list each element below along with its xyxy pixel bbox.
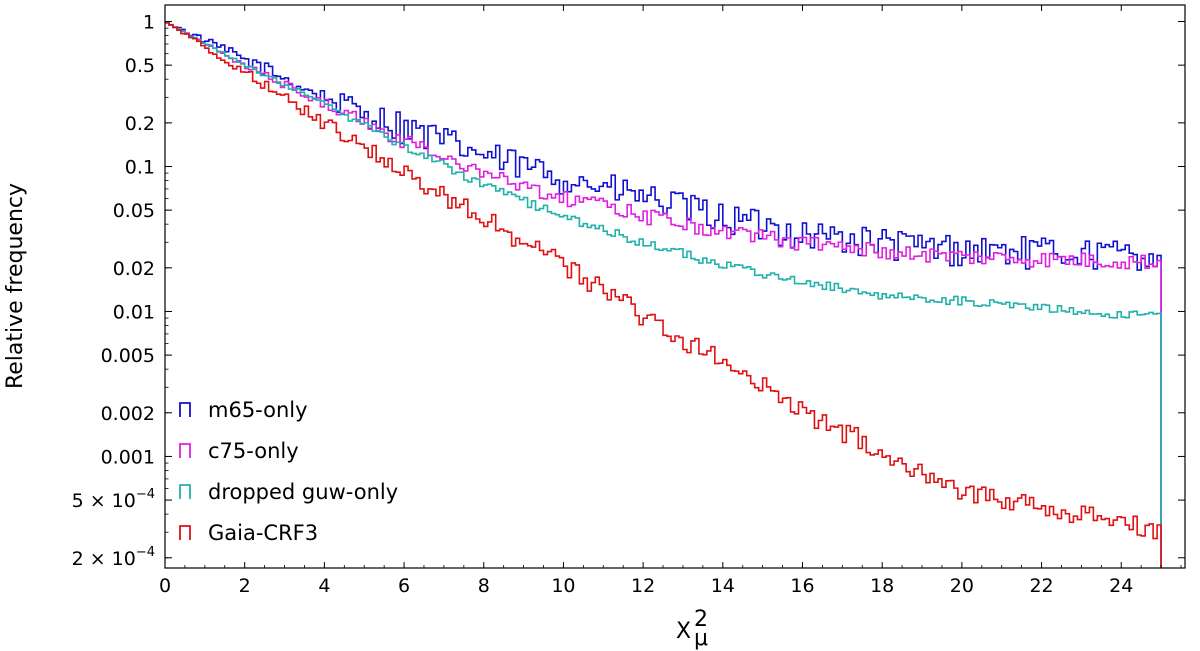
x-tick-label: 16 <box>790 575 814 597</box>
y-tick-label: 2 × 10−4 <box>72 545 155 570</box>
y-tick-label: 1 <box>143 12 155 34</box>
x-tick-label: 20 <box>950 575 974 597</box>
x-tick-label: 14 <box>711 575 735 597</box>
x-tick-label: 10 <box>551 575 575 597</box>
series-gaia-crf3 <box>165 22 1162 568</box>
x-tick-label: 6 <box>398 575 410 597</box>
y-tick-label: 0.2 <box>125 113 155 135</box>
y-tick-label: 0.01 <box>113 301 155 323</box>
y-axis: 1 0.5 0.2 0.1 0.05 0.02 0.01 0.005 0.002 0.001 5 ×… <box>72 12 1185 570</box>
y-tick-label-exp: −4 <box>136 487 155 502</box>
x-tick-label: 18 <box>870 575 894 597</box>
x-tick-label: 4 <box>318 575 330 597</box>
y-tick-label: 0.001 <box>101 446 155 468</box>
x-tick-label: 0 <box>159 575 171 597</box>
x-axis: 0 2 4 6 8 10 12 14 16 18 20 22 24 <box>159 5 1182 597</box>
legend-label: dropped guw-only <box>208 480 398 504</box>
legend-swatch <box>179 443 191 458</box>
plot-frame <box>164 4 1186 569</box>
y-tick-label: 0.05 <box>113 200 155 222</box>
y-tick-label-base: 2 × 10 <box>72 548 136 570</box>
legend: m65-only c75-only dropped guw-only Gaia-CRF… <box>179 398 398 545</box>
legend-label: Gaia-CRF3 <box>208 521 318 545</box>
y-tick-label: 5 × 10−4 <box>72 487 155 512</box>
legend-label: c75-only <box>208 439 299 463</box>
plot-area <box>165 5 1185 568</box>
y-tick-label: 0.5 <box>125 55 155 77</box>
series-dropped-guw-only <box>165 21 1162 568</box>
x-axis-label-sub: μ <box>694 626 708 651</box>
series-c75-only <box>165 21 1162 568</box>
y-tick-label: 0.02 <box>113 258 155 280</box>
series-layer <box>165 21 1162 568</box>
y-tick-label-base: 5 × 10 <box>72 490 136 512</box>
y-tick-label: 0.005 <box>101 345 155 367</box>
x-axis-label: X 2 μ <box>676 607 708 651</box>
x-tick-label: 22 <box>1029 575 1053 597</box>
y-axis-label: Relative frequency <box>3 183 28 389</box>
legend-swatch <box>179 525 191 540</box>
x-tick-label: 12 <box>631 575 655 597</box>
legend-label: m65-only <box>208 398 308 422</box>
x-axis-label-sup: 2 <box>694 607 708 632</box>
legend-swatch <box>179 484 191 499</box>
y-tick-label-exp: −4 <box>136 545 155 560</box>
x-axis-label-base: X <box>676 619 691 644</box>
y-tick-label: 0.002 <box>101 403 155 425</box>
y-tick-label: 0.1 <box>125 156 155 178</box>
x-tick-label: 2 <box>239 575 251 597</box>
x-tick-label: 8 <box>478 575 490 597</box>
x-tick-label: 24 <box>1109 575 1133 597</box>
legend-swatch <box>179 402 191 417</box>
